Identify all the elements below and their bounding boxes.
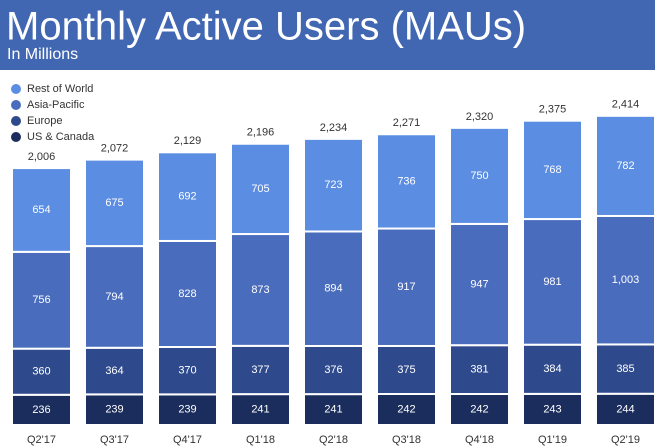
total-label: 2,072 [101, 143, 129, 155]
segment-label: 243 [543, 403, 561, 415]
segment-label: 241 [324, 403, 342, 415]
segment-label: 384 [543, 363, 561, 375]
segment-label: 239 [105, 404, 123, 416]
segment-label: 244 [616, 403, 634, 415]
bar-segment [376, 344, 437, 396]
x-tick-label: Q2'19 [611, 434, 640, 446]
chart-title: Monthly Active Users (MAUs) [6, 5, 526, 49]
segment-label: 236 [32, 404, 50, 416]
segment-label: 794 [105, 291, 123, 303]
legend-label: Rest of World [27, 83, 93, 95]
total-label: 2,271 [393, 117, 421, 129]
bar-segment [303, 137, 364, 233]
legend-swatch [11, 116, 21, 126]
total-label: 2,414 [612, 99, 640, 111]
segment-label: 376 [324, 364, 342, 376]
bar-segment [522, 218, 583, 346]
x-tick-label: Q2'17 [27, 434, 56, 446]
bar-segment [84, 158, 145, 248]
segment-label: 736 [397, 175, 415, 187]
bar-segment [303, 393, 364, 426]
bar-segment [595, 114, 655, 217]
bar-segment [595, 343, 655, 395]
segment-label: 239 [178, 404, 196, 416]
segment-label: 894 [324, 283, 342, 295]
total-label: 2,006 [28, 151, 56, 163]
bar-segment [11, 250, 72, 350]
bar-segment [157, 239, 218, 349]
bar-segment [84, 346, 145, 396]
total-label: 2,320 [466, 111, 494, 123]
bar-segment [449, 344, 510, 396]
segment-label: 750 [470, 170, 488, 182]
bar-segment [449, 126, 510, 225]
bar-segment [522, 392, 583, 427]
segment-label: 375 [397, 364, 415, 376]
bar-segment [230, 142, 291, 236]
segment-label: 692 [178, 191, 196, 203]
segment-label: 756 [32, 294, 50, 306]
legend-swatch [11, 84, 21, 94]
segment-label: 364 [105, 365, 123, 377]
total-label: 2,234 [320, 122, 348, 134]
bar-segment [157, 393, 218, 427]
bar-segment [230, 393, 291, 426]
segment-label: 241 [251, 403, 269, 415]
segment-label: 242 [397, 403, 415, 415]
segment-label: 370 [178, 365, 196, 377]
segment-label: 385 [616, 363, 634, 375]
x-tick-label: Q3'17 [100, 434, 129, 446]
bar-segment [303, 344, 364, 396]
x-tick-label: Q3'18 [392, 434, 421, 446]
bar-segment [11, 393, 72, 426]
bar-segment [84, 245, 145, 349]
legend-swatch [11, 132, 21, 142]
legend-label: US & Canada [27, 131, 95, 143]
segment-label: 828 [178, 288, 196, 300]
chart-subtitle: In Millions [7, 46, 78, 63]
segment-label: 360 [32, 366, 50, 378]
segment-label: 981 [543, 276, 561, 288]
x-tick-label: Q1'19 [538, 434, 567, 446]
segment-label: 1,003 [612, 274, 640, 286]
segment-label: 675 [105, 197, 123, 209]
header-band [0, 0, 655, 70]
total-label: 2,375 [539, 104, 567, 116]
bar-segment [230, 233, 291, 347]
total-label: 2,129 [174, 135, 202, 147]
segment-label: 381 [470, 364, 488, 376]
bar-segment [303, 230, 364, 347]
segment-label: 947 [470, 278, 488, 290]
bar-segment [522, 119, 583, 221]
segment-label: 723 [324, 179, 342, 191]
legend-label: Europe [27, 115, 62, 127]
segment-label: 705 [251, 183, 269, 195]
bar-segment [157, 151, 218, 242]
x-tick-label: Q4'17 [173, 434, 202, 446]
legend-label: Asia-Pacific [27, 99, 85, 111]
legend-swatch [11, 100, 21, 110]
segment-label: 377 [251, 364, 269, 376]
segment-label: 873 [251, 284, 269, 296]
segment-label: 242 [470, 403, 488, 415]
x-tick-label: Q1'18 [246, 434, 275, 446]
bar-segment [11, 167, 72, 253]
total-label: 2,196 [247, 127, 275, 139]
segment-label: 768 [543, 164, 561, 176]
segment-label: 654 [32, 204, 50, 216]
x-tick-label: Q4'18 [465, 434, 494, 446]
segment-label: 917 [397, 281, 415, 293]
x-tick-label: Q2'18 [319, 434, 348, 446]
segment-label: 782 [616, 160, 634, 172]
bar-segment [376, 133, 437, 230]
